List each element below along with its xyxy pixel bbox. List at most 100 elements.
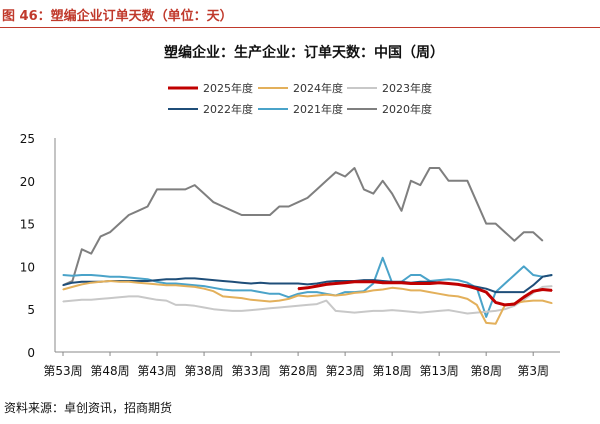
data-point [523,265,525,267]
data-point [457,279,459,281]
data-point [147,297,149,299]
data-point [194,286,196,288]
data-point [165,300,167,302]
data-point [551,274,553,276]
legend-label: 2020年度 [382,102,432,116]
y-tick-label: 15 [20,218,35,232]
data-point [241,282,243,284]
data-point [466,282,468,284]
data-point [71,275,73,277]
x-tick-label: 第18周 [372,364,411,378]
data-point [241,297,243,299]
data-point [137,210,139,212]
data-point [485,288,487,290]
data-point [241,289,243,291]
data-point [353,312,356,314]
data-point [495,323,497,325]
data-point [288,282,290,285]
data-point [344,282,346,284]
data-point [504,291,506,293]
data-point [109,280,111,282]
data-point [269,300,271,303]
data-point [495,310,497,312]
x-tick-label: 第38周 [184,364,223,378]
data-point [156,299,158,301]
data-point [147,280,149,282]
data-point [391,287,393,289]
data-point [523,231,525,233]
x-tick-label: 第13周 [420,364,459,378]
data-point [306,287,309,289]
legend-item: 2023年度 [347,81,432,95]
data-point [128,276,130,279]
data-point [485,311,487,313]
data-point [212,308,215,310]
data-point [410,274,412,276]
data-point [203,193,205,195]
data-point [269,214,271,216]
data-point [372,310,374,312]
data-point [156,188,158,190]
chart-title: 塑编企业：生产企业：订单天数：中国（周） [164,44,444,61]
data-point [457,311,459,313]
data-point [259,308,262,310]
data-point [128,295,130,297]
data-point [212,290,215,292]
data-point [278,282,280,285]
data-point [335,310,337,312]
data-point [400,288,403,290]
y-tick-label: 25 [20,132,35,146]
series-6 [62,167,544,287]
data-point [62,274,64,276]
data-point [100,281,102,283]
data-point [269,293,271,295]
x-tick-label: 第3周 [517,364,549,378]
data-point [259,291,262,293]
data-point [278,306,280,309]
x-tick-label: 第43周 [137,364,176,378]
data-point [335,280,337,282]
data-point [316,291,318,293]
data-point [306,197,309,199]
data-point [495,291,497,293]
y-tick-label: 5 [27,303,35,317]
y-tick-label: 20 [20,175,35,189]
data-point [81,274,83,276]
data-point [128,281,130,283]
data-point [448,309,450,311]
data-point [297,305,299,307]
data-point [344,175,346,178]
data-point [278,300,280,302]
data-point [523,299,525,301]
data-point [542,288,544,291]
figure-caption: 图 46：塑编企业订单天数（单位：天） [0,3,600,25]
data-point [203,278,205,280]
data-point [504,308,506,310]
data-point [297,294,299,297]
legend-label: 2021年度 [293,102,343,116]
data-point [316,294,318,297]
data-point [335,282,337,285]
data-point [523,296,525,298]
data-point [551,302,553,304]
data-point [147,278,149,280]
data-point [448,294,450,297]
data-point [81,248,83,250]
data-point [90,253,92,255]
data-point [137,295,139,297]
data-point [288,296,290,298]
data-point [363,281,365,283]
data-point [175,304,177,306]
data-point [542,286,544,288]
data-point [419,282,421,285]
data-point [325,281,327,283]
data-point [448,278,450,280]
data-point [297,288,299,290]
data-point [410,289,412,291]
data-point [71,282,73,284]
data-point [391,193,393,195]
data-point [448,282,450,285]
data-point [410,282,412,285]
data-point [250,289,252,291]
